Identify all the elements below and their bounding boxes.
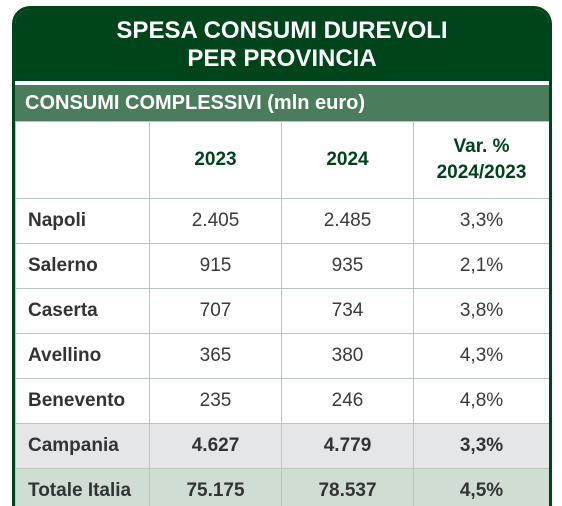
row-name: Salerno bbox=[16, 244, 150, 289]
row-name: Caserta bbox=[16, 289, 150, 334]
row-variation: 3,3% bbox=[414, 424, 550, 469]
row-value-2023: 235 bbox=[150, 379, 282, 424]
table-row: Caserta 707 734 3,8% bbox=[16, 289, 550, 334]
title-line-1: SPESA CONSUMI DUREVOLI bbox=[15, 17, 549, 45]
header-2023: 2023 bbox=[150, 122, 282, 199]
table-card: SPESA CONSUMI DUREVOLI PER PROVINCIA CON… bbox=[12, 6, 552, 506]
header-variation-line-1: Var. % bbox=[415, 134, 548, 160]
table-row: Salerno 915 935 2,1% bbox=[16, 244, 550, 289]
table-row: Benevento 235 246 4,8% bbox=[16, 379, 550, 424]
table-row-totale-italia: Totale Italia 75.175 78.537 4,5% bbox=[16, 469, 550, 506]
row-value-2024: 246 bbox=[282, 379, 414, 424]
row-name: Napoli bbox=[16, 199, 150, 244]
row-variation: 3,3% bbox=[414, 199, 550, 244]
row-value-2024: 935 bbox=[282, 244, 414, 289]
row-value-2024: 4.779 bbox=[282, 424, 414, 469]
row-name: Campania bbox=[16, 424, 150, 469]
row-variation: 2,1% bbox=[414, 244, 550, 289]
row-name: Benevento bbox=[16, 379, 150, 424]
row-value-2023: 915 bbox=[150, 244, 282, 289]
header-2024: 2024 bbox=[282, 122, 414, 199]
row-value-2023: 365 bbox=[150, 334, 282, 379]
row-value-2023: 75.175 bbox=[150, 469, 282, 506]
row-value-2024: 2.485 bbox=[282, 199, 414, 244]
row-variation: 4,8% bbox=[414, 379, 550, 424]
title-line-2: PER PROVINCIA bbox=[15, 45, 549, 73]
row-variation: 4,3% bbox=[414, 334, 550, 379]
row-value-2024: 78.537 bbox=[282, 469, 414, 506]
row-variation: 3,8% bbox=[414, 289, 550, 334]
header-variation: Var. % 2024/2023 bbox=[414, 122, 550, 199]
table-subtitle: CONSUMI COMPLESSIVI (mln euro) bbox=[15, 85, 549, 121]
row-name: Avellino bbox=[16, 334, 150, 379]
header-empty bbox=[16, 122, 150, 199]
row-value-2024: 380 bbox=[282, 334, 414, 379]
table-title: SPESA CONSUMI DUREVOLI PER PROVINCIA bbox=[15, 9, 549, 81]
row-value-2023: 2.405 bbox=[150, 199, 282, 244]
row-value-2023: 707 bbox=[150, 289, 282, 334]
row-name: Totale Italia bbox=[16, 469, 150, 506]
row-value-2023: 4.627 bbox=[150, 424, 282, 469]
header-variation-line-2: 2024/2023 bbox=[415, 160, 548, 186]
header-row: 2023 2024 Var. % 2024/2023 bbox=[16, 122, 550, 199]
table-row: Avellino 365 380 4,3% bbox=[16, 334, 550, 379]
row-value-2024: 734 bbox=[282, 289, 414, 334]
row-variation: 4,5% bbox=[414, 469, 550, 506]
consumption-table: 2023 2024 Var. % 2024/2023 Napoli 2.405 … bbox=[15, 121, 550, 506]
table-row: Napoli 2.405 2.485 3,3% bbox=[16, 199, 550, 244]
table-row-campania: Campania 4.627 4.779 3,3% bbox=[16, 424, 550, 469]
